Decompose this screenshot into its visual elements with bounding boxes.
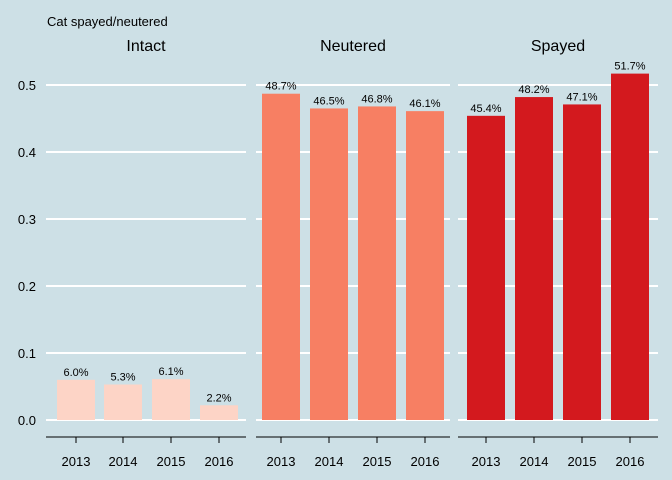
facet-label: Neutered xyxy=(320,38,386,55)
bar-value-label: 46.8% xyxy=(361,93,392,105)
facet-label: Intact xyxy=(126,38,166,55)
x-tick-label: 2013 xyxy=(472,454,501,469)
x-tick-label: 2015 xyxy=(568,454,597,469)
bar xyxy=(515,97,553,420)
y-tick-label: 0.5 xyxy=(18,78,36,93)
x-tick-label: 2016 xyxy=(411,454,440,469)
x-tick-label: 2015 xyxy=(363,454,392,469)
bar xyxy=(563,104,601,421)
bar xyxy=(57,379,95,420)
bar xyxy=(200,405,238,420)
bar-value-label: 46.1% xyxy=(409,98,440,110)
chart-title: Cat spayed/neutered xyxy=(47,14,168,29)
y-tick-label: 0.0 xyxy=(18,413,36,428)
y-tick-label: 0.4 xyxy=(18,145,36,160)
bar xyxy=(611,73,649,421)
facet-label: Spayed xyxy=(531,38,585,55)
bar-value-label: 47.1% xyxy=(566,91,597,103)
bar xyxy=(467,115,505,420)
bar xyxy=(152,379,190,420)
bar xyxy=(358,106,396,420)
bar-value-label: 6.1% xyxy=(158,366,183,378)
bar-value-label: 45.4% xyxy=(470,103,501,115)
x-tick-label: 2015 xyxy=(157,454,186,469)
x-tick-label: 2014 xyxy=(315,454,344,469)
x-tick-label: 2016 xyxy=(616,454,645,469)
y-tick-label: 0.3 xyxy=(18,212,36,227)
x-tick-label: 2014 xyxy=(520,454,549,469)
bar xyxy=(406,111,444,420)
bar-value-label: 2.2% xyxy=(206,392,231,404)
x-tick-label: 2016 xyxy=(205,454,234,469)
bar-value-label: 5.3% xyxy=(110,371,135,383)
bar-value-label: 48.7% xyxy=(265,81,296,93)
y-tick-label: 0.2 xyxy=(18,279,36,294)
bar-value-label: 51.7% xyxy=(614,61,645,73)
bar xyxy=(104,384,142,420)
x-tick-label: 2013 xyxy=(62,454,91,469)
bar-value-label: 6.0% xyxy=(63,367,88,379)
bar xyxy=(310,108,348,420)
bar-value-label: 48.2% xyxy=(518,84,549,96)
x-tick-label: 2014 xyxy=(109,454,138,469)
bar xyxy=(262,93,300,421)
bar-value-label: 46.5% xyxy=(313,95,344,107)
x-tick-label: 2013 xyxy=(267,454,296,469)
y-tick-label: 0.1 xyxy=(18,346,36,361)
